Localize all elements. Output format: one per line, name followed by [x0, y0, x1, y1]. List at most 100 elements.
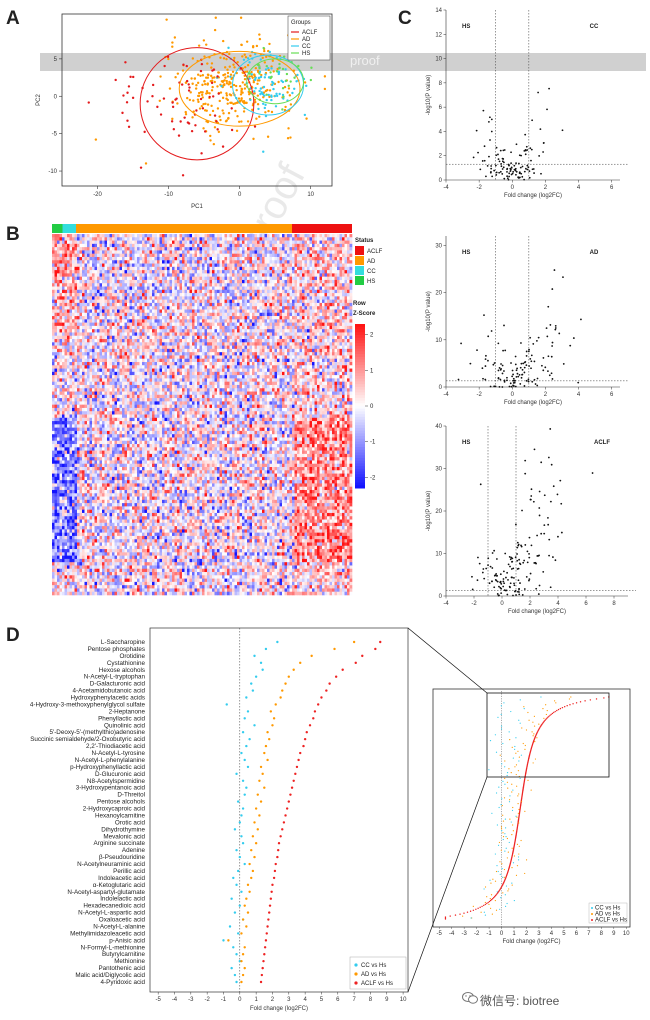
pca-point — [233, 66, 236, 69]
heatmap-cell — [307, 273, 310, 277]
heatmap-cell — [189, 348, 193, 353]
heatmap-cell — [294, 329, 298, 333]
heatmap-cell — [214, 348, 218, 353]
heatmap-cell — [164, 299, 168, 304]
heatmap-cell — [267, 247, 270, 251]
heatmap-cell — [309, 273, 313, 277]
heatmap-cell — [152, 322, 155, 327]
heatmap-cell — [134, 312, 138, 317]
heatmap-cell — [52, 316, 55, 320]
heatmap-cell — [172, 339, 175, 343]
heatmap-cell — [267, 296, 270, 300]
heatmap-cell — [157, 299, 160, 304]
heatmap-cell — [274, 286, 278, 291]
heatmap-cell — [329, 322, 333, 327]
heatmap-cell — [284, 312, 288, 317]
heatmap-cell — [79, 348, 83, 353]
heatmap-cell — [154, 296, 158, 300]
heatmap-cell — [97, 270, 100, 274]
heatmap-cell — [302, 322, 305, 327]
heatmap-cell — [159, 312, 163, 317]
heatmap-cell — [217, 302, 220, 307]
heatmap-cell — [102, 352, 105, 356]
heatmap-cell — [192, 325, 195, 330]
heatmap-cell — [172, 286, 175, 291]
heatmap-cell — [94, 270, 98, 274]
heatmap-cell — [219, 339, 223, 343]
heatmap-cell — [154, 352, 158, 356]
heatmap-cell — [264, 286, 268, 291]
heatmap-cell — [267, 289, 270, 294]
heatmap-cell — [304, 260, 308, 264]
pca-point — [277, 72, 280, 76]
pca-point — [278, 66, 281, 70]
heatmap-cell — [302, 273, 305, 277]
heatmap-cell — [127, 325, 130, 330]
heatmap-cell — [57, 355, 60, 360]
pca-point — [251, 45, 255, 48]
heatmap-cell — [162, 247, 165, 251]
pca-point — [238, 84, 242, 88]
heatmap-cell — [82, 253, 85, 258]
heatmap-cell — [124, 329, 128, 333]
heatmap-cell — [264, 266, 268, 271]
pca-frame — [61, 13, 333, 187]
heatmap-cell — [237, 273, 240, 277]
heatmap-cell — [232, 339, 235, 343]
heatmap-cell — [124, 266, 128, 271]
heatmap-cell — [247, 283, 250, 287]
heatmap-cell — [267, 339, 270, 343]
heatmap-cell — [69, 299, 73, 304]
heatmap-cell — [249, 273, 253, 277]
heatmap-cell — [97, 283, 100, 287]
heatmap-cell — [317, 256, 320, 261]
heatmap-cell — [212, 312, 215, 317]
heatmap-cell — [347, 243, 350, 248]
pca-point — [203, 82, 207, 86]
heatmap-cell — [237, 339, 240, 343]
heatmap-cell — [259, 250, 263, 254]
heatmap-cell — [209, 240, 213, 245]
heatmap-cell — [67, 293, 70, 297]
heatmap-cell — [109, 325, 113, 330]
heatmap-cell — [329, 342, 333, 346]
heatmap-cell — [52, 279, 55, 284]
pca-point — [262, 46, 265, 50]
heatmap-cell — [147, 289, 150, 294]
heatmap-cell — [229, 266, 233, 271]
heatmap-cell — [234, 299, 238, 304]
heatmap-cell — [339, 273, 343, 277]
heatmap-cell — [274, 342, 278, 346]
heatmap-cell — [109, 240, 113, 245]
heatmap-cell — [54, 309, 58, 314]
heatmap-cell — [127, 240, 130, 245]
heatmap-cell — [159, 299, 163, 304]
heatmap-cell — [269, 348, 273, 353]
pca-point — [259, 75, 263, 79]
heatmap-cell — [102, 243, 105, 248]
heatmap-cell — [144, 299, 148, 304]
heatmap-cell — [282, 253, 285, 258]
heatmap-cell — [302, 270, 305, 274]
heatmap-cell — [137, 270, 140, 274]
heatmap-cell — [99, 293, 103, 297]
heatmap-cell — [199, 335, 203, 340]
heatmap-cell — [134, 352, 138, 356]
heatmap-cell — [297, 302, 300, 307]
heatmap-cell — [197, 332, 200, 337]
pca-point — [179, 120, 182, 123]
heatmap-cell — [239, 316, 243, 320]
heatmap-cell — [292, 306, 295, 310]
heatmap-cell — [144, 237, 148, 241]
heatmap-cell — [197, 286, 200, 291]
heatmap-cell — [344, 335, 348, 340]
heatmap-cell — [297, 273, 300, 277]
heatmap-cell — [259, 322, 263, 327]
heatmap-cell — [64, 240, 68, 245]
heatmap-cell — [207, 332, 210, 337]
heatmap-cell — [322, 339, 325, 343]
heatmap-cell — [132, 240, 135, 245]
heatmap-cell — [327, 329, 330, 333]
heatmap-cell — [137, 325, 140, 330]
